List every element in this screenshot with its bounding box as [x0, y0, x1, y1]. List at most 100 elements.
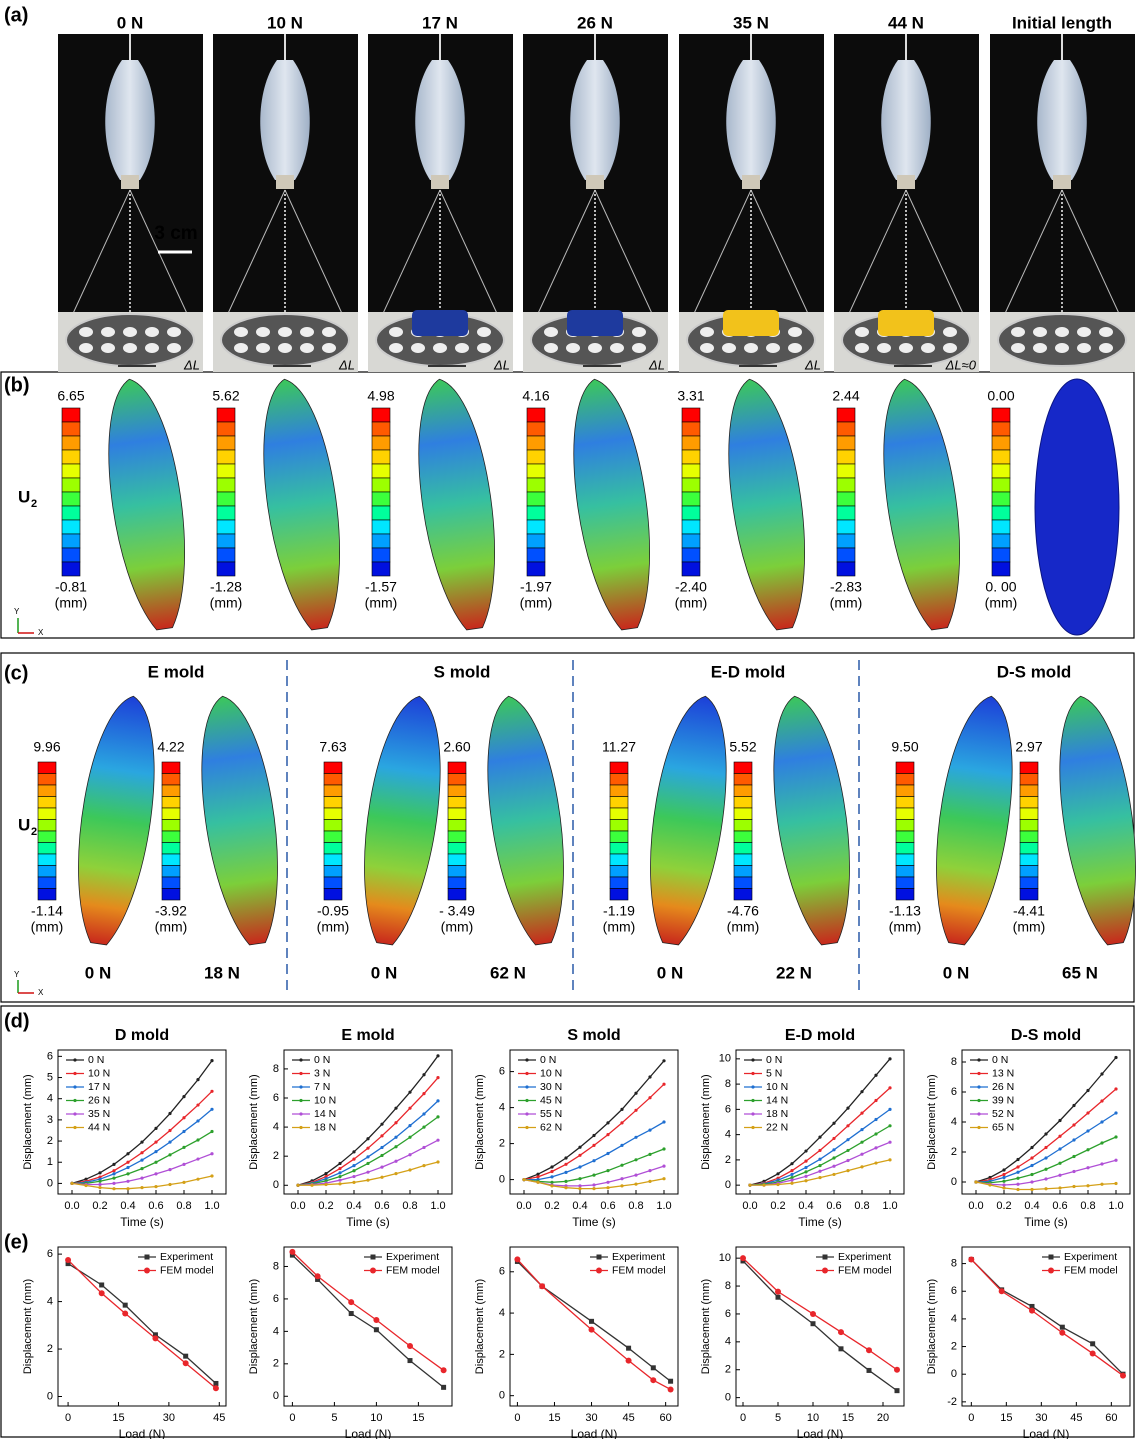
colorbar-segment	[62, 478, 80, 492]
legend-marker	[977, 1112, 980, 1115]
data-point	[1002, 1180, 1005, 1183]
data-point	[866, 1347, 872, 1353]
data-point	[662, 1165, 665, 1168]
data-point	[196, 1103, 199, 1106]
colorbar-segment	[38, 797, 56, 809]
data-point	[634, 1183, 637, 1186]
x-tick-label: 0.0	[516, 1200, 531, 1212]
data-point	[578, 1165, 581, 1168]
data-point	[210, 1174, 213, 1177]
data-point	[839, 1346, 844, 1351]
colorbar-segment	[896, 797, 914, 809]
plate-hole	[79, 343, 93, 353]
y-tick-label: 2	[47, 1343, 53, 1355]
colorbar-segment	[527, 520, 545, 534]
colorbar-min: -0.81	[55, 579, 87, 595]
legend-label: FEM model	[838, 1264, 892, 1276]
legend-marker	[751, 1126, 754, 1129]
data-point	[564, 1163, 567, 1166]
plate-hole	[256, 327, 270, 337]
y-tick-label: 6	[725, 1308, 731, 1320]
legend-label: 26 N	[992, 1081, 1014, 1093]
colorbar-segment	[734, 808, 752, 820]
plate-hole	[921, 343, 935, 353]
x-tick-label: 0.0	[64, 1200, 79, 1212]
data-point	[1016, 1183, 1019, 1186]
colorbar-segment	[837, 534, 855, 548]
colorbar-segment	[837, 436, 855, 450]
data-point	[374, 1327, 379, 1332]
fem-shape	[351, 691, 454, 948]
x-axis-label: Load (N)	[571, 1427, 618, 1439]
y-tick-label: 0	[725, 1179, 731, 1191]
data-point	[84, 1184, 87, 1187]
data-point	[366, 1179, 369, 1182]
data-point	[818, 1170, 821, 1173]
colorbar-segment	[610, 820, 628, 832]
data-point	[804, 1149, 807, 1152]
legend-label: 14 N	[766, 1094, 788, 1106]
load-label: 18 N	[204, 963, 240, 982]
data-point	[804, 1179, 807, 1182]
y-tick-label: 8	[273, 1063, 279, 1075]
data-point	[289, 1249, 295, 1255]
chart-title: D-S mold	[1011, 1027, 1081, 1044]
legend-marker	[73, 1112, 76, 1115]
colorbar-segment	[324, 866, 342, 878]
quantity-subscript: 2	[31, 498, 37, 510]
plate-hole	[943, 327, 957, 337]
plate-hole	[1055, 343, 1069, 353]
legend-marker	[299, 1126, 302, 1129]
load-block	[723, 310, 779, 336]
data-point	[648, 1075, 651, 1078]
data-point	[154, 1141, 157, 1144]
colorbar-segment	[372, 436, 390, 450]
series-line	[517, 1259, 670, 1389]
actuator-cap	[586, 175, 604, 189]
y-tick-label: 4	[273, 1325, 279, 1337]
data-point	[99, 1290, 105, 1296]
legend-marker	[525, 1072, 528, 1075]
data-point	[338, 1179, 341, 1182]
colorbar-segment	[682, 478, 700, 492]
load-label: 17 N	[422, 13, 458, 32]
data-point	[70, 1182, 73, 1185]
colorbar-min: -3.92	[155, 903, 187, 919]
y-tick-label: 4	[499, 1102, 505, 1114]
colorbar-unit: (mm)	[441, 919, 474, 935]
data-point	[126, 1166, 129, 1169]
data-point	[790, 1173, 793, 1176]
data-point	[338, 1162, 341, 1165]
x-tick-label: 60	[660, 1412, 672, 1424]
fem-shape	[96, 374, 199, 633]
legend-label: Experiment	[1064, 1251, 1117, 1263]
colorbar-segment	[62, 436, 80, 450]
data-point	[324, 1183, 327, 1186]
colorbar-segment	[162, 797, 180, 809]
data-point	[536, 1181, 539, 1184]
data-point	[1086, 1184, 1089, 1187]
x-tick-label: 10	[807, 1412, 819, 1424]
legend-label: 18 N	[314, 1121, 336, 1133]
data-point	[140, 1159, 143, 1162]
data-point	[154, 1161, 157, 1164]
data-point	[1016, 1165, 1019, 1168]
data-point	[564, 1156, 567, 1159]
colorbar-segment	[896, 877, 914, 889]
colorbar-segment	[837, 408, 855, 422]
data-point	[1044, 1168, 1047, 1171]
data-point	[182, 1146, 185, 1149]
y-tick-label: 0	[47, 1177, 53, 1189]
data-point	[436, 1139, 439, 1142]
colorbar-segment	[62, 534, 80, 548]
colorbar-segment	[162, 808, 180, 820]
data-point	[888, 1086, 891, 1089]
colorbar-segment	[610, 877, 628, 889]
legend-marker	[299, 1085, 302, 1088]
actuator	[570, 60, 620, 180]
x-tick-label: 0.8	[1080, 1200, 1095, 1212]
legend-marker	[822, 1268, 828, 1274]
data-point	[366, 1162, 369, 1165]
data-point	[1100, 1120, 1103, 1123]
data-point	[126, 1187, 129, 1190]
